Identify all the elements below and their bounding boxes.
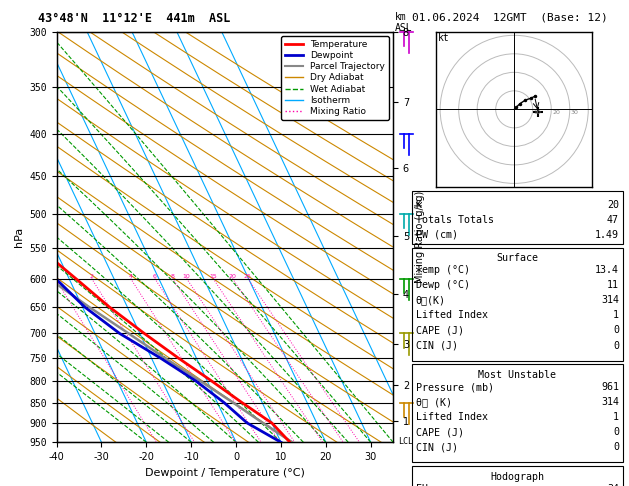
Text: CIN (J): CIN (J): [416, 341, 458, 350]
Text: 20: 20: [607, 200, 619, 209]
Text: Most Unstable: Most Unstable: [478, 370, 557, 380]
Text: 4: 4: [129, 274, 133, 278]
Text: K: K: [416, 200, 422, 209]
Text: θᴇ(K): θᴇ(K): [416, 295, 446, 305]
Text: Lifted Index: Lifted Index: [416, 412, 487, 422]
Text: 34: 34: [607, 484, 619, 486]
Text: Surface: Surface: [496, 253, 538, 263]
Text: 0: 0: [613, 341, 619, 350]
Text: kt: kt: [438, 33, 450, 43]
Text: 11: 11: [607, 280, 619, 290]
Text: 01.06.2024  12GMT  (Base: 12): 01.06.2024 12GMT (Base: 12): [412, 12, 608, 22]
Text: 1: 1: [613, 412, 619, 422]
Text: 15: 15: [209, 274, 217, 278]
Text: 1: 1: [613, 311, 619, 320]
Text: 314: 314: [601, 397, 619, 407]
Text: 0: 0: [613, 442, 619, 452]
Text: 961: 961: [601, 382, 619, 392]
Text: 13.4: 13.4: [595, 265, 619, 275]
Text: 0: 0: [613, 326, 619, 335]
Text: LCL: LCL: [398, 437, 413, 447]
Text: CAPE (J): CAPE (J): [416, 326, 464, 335]
Text: 20: 20: [228, 274, 237, 278]
Text: CAPE (J): CAPE (J): [416, 427, 464, 437]
Text: 30: 30: [571, 110, 579, 115]
Text: PW (cm): PW (cm): [416, 230, 458, 240]
Text: Totals Totals: Totals Totals: [416, 215, 494, 225]
Text: 47: 47: [607, 215, 619, 225]
Text: θᴇ (K): θᴇ (K): [416, 397, 452, 407]
Text: Hodograph: Hodograph: [491, 472, 544, 482]
X-axis label: Dewpoint / Temperature (°C): Dewpoint / Temperature (°C): [145, 468, 305, 478]
Text: 314: 314: [601, 295, 619, 305]
Text: 2: 2: [90, 274, 94, 278]
Y-axis label: hPa: hPa: [14, 227, 24, 247]
Text: Dewp (°C): Dewp (°C): [416, 280, 470, 290]
Text: Lifted Index: Lifted Index: [416, 311, 487, 320]
Text: EH: EH: [416, 484, 428, 486]
Legend: Temperature, Dewpoint, Parcel Trajectory, Dry Adiabat, Wet Adiabat, Isotherm, Mi: Temperature, Dewpoint, Parcel Trajectory…: [281, 36, 389, 120]
Text: 25: 25: [244, 274, 252, 278]
Text: 10: 10: [183, 274, 191, 278]
Text: 8: 8: [170, 274, 174, 278]
Text: CIN (J): CIN (J): [416, 442, 458, 452]
Text: Pressure (mb): Pressure (mb): [416, 382, 494, 392]
Text: 10: 10: [533, 110, 542, 115]
Text: 43°48'N  11°12'E  441m  ASL: 43°48'N 11°12'E 441m ASL: [38, 12, 230, 25]
Text: 6: 6: [153, 274, 157, 278]
Y-axis label: Mixing Ratio (g/kg): Mixing Ratio (g/kg): [415, 191, 425, 283]
Text: 0: 0: [613, 427, 619, 437]
Text: 20: 20: [552, 110, 560, 115]
Text: 1.49: 1.49: [595, 230, 619, 240]
Text: Temp (°C): Temp (°C): [416, 265, 470, 275]
Text: km
ASL: km ASL: [395, 12, 413, 33]
